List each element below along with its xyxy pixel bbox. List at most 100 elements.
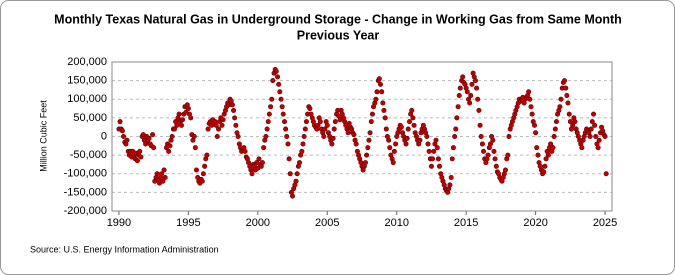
point xyxy=(382,115,388,121)
point xyxy=(448,174,454,180)
y-tick-label: 150,000 xyxy=(67,75,107,87)
point xyxy=(526,89,532,95)
source: Source: U.S. Energy Information Administ… xyxy=(30,244,219,254)
point xyxy=(545,152,551,158)
point xyxy=(431,148,437,154)
point xyxy=(381,107,387,113)
point xyxy=(596,137,602,143)
point xyxy=(362,160,368,166)
point xyxy=(268,104,274,110)
point xyxy=(404,135,410,141)
point xyxy=(367,130,373,136)
point xyxy=(301,134,307,140)
point xyxy=(280,111,286,117)
x-tick-label: 2010 xyxy=(384,217,408,229)
y-tick-label: -50,000 xyxy=(70,149,107,161)
point xyxy=(302,126,308,132)
point xyxy=(376,76,382,82)
y-tick-label: 0 xyxy=(101,130,107,142)
point xyxy=(379,89,385,95)
point xyxy=(542,163,548,169)
plot-area xyxy=(111,61,613,212)
point xyxy=(481,148,487,154)
point xyxy=(487,141,493,147)
point xyxy=(563,85,569,91)
point xyxy=(213,122,219,128)
point xyxy=(533,130,539,136)
point xyxy=(566,111,572,117)
point xyxy=(166,148,172,154)
point xyxy=(331,126,337,132)
x-tick-label: 2000 xyxy=(246,217,270,229)
point xyxy=(541,169,547,175)
point xyxy=(475,96,481,102)
point xyxy=(552,126,558,132)
point xyxy=(450,145,456,151)
point xyxy=(387,145,393,151)
point xyxy=(169,134,175,140)
chart-title: Previous Year xyxy=(297,28,380,42)
point xyxy=(364,152,370,158)
point xyxy=(266,111,272,117)
point xyxy=(468,93,474,99)
point xyxy=(161,167,167,173)
point xyxy=(587,134,593,140)
point xyxy=(464,89,470,95)
point xyxy=(366,137,372,143)
point xyxy=(485,152,491,158)
point xyxy=(564,93,570,99)
point xyxy=(472,78,478,84)
point xyxy=(479,141,485,147)
point xyxy=(506,134,512,140)
point xyxy=(591,111,597,117)
point xyxy=(426,148,432,154)
point xyxy=(249,171,255,177)
point xyxy=(476,107,482,113)
point xyxy=(293,178,299,184)
point xyxy=(263,134,269,140)
point xyxy=(490,137,496,143)
point xyxy=(557,104,563,110)
point xyxy=(548,141,554,147)
point xyxy=(436,163,442,169)
point xyxy=(273,68,279,74)
point xyxy=(592,122,598,128)
point xyxy=(410,115,416,121)
point xyxy=(424,134,430,140)
point xyxy=(199,178,205,184)
point xyxy=(294,171,300,177)
point xyxy=(411,122,417,128)
point xyxy=(270,78,276,84)
point xyxy=(264,126,270,132)
point xyxy=(124,137,130,143)
point xyxy=(290,193,296,199)
point xyxy=(229,102,235,108)
point xyxy=(502,167,508,173)
x-tick-label: 2015 xyxy=(454,217,478,229)
point xyxy=(167,143,173,149)
point xyxy=(588,126,594,132)
x-tick-label: 2005 xyxy=(315,217,339,229)
point xyxy=(235,134,241,140)
point xyxy=(322,126,328,132)
point xyxy=(454,115,460,121)
point xyxy=(595,145,601,151)
point xyxy=(527,96,533,102)
y-tick-label: -100,000 xyxy=(64,168,107,180)
point xyxy=(491,148,497,154)
point xyxy=(202,163,208,169)
point xyxy=(535,152,541,158)
point xyxy=(317,119,323,125)
point xyxy=(380,100,386,106)
point xyxy=(391,148,397,154)
point xyxy=(279,104,285,110)
point xyxy=(374,89,380,95)
point xyxy=(204,152,210,158)
point xyxy=(589,119,595,125)
point xyxy=(406,119,412,125)
point xyxy=(231,107,237,113)
point xyxy=(324,122,330,128)
point xyxy=(256,156,262,162)
point xyxy=(276,81,282,87)
point xyxy=(492,156,498,162)
